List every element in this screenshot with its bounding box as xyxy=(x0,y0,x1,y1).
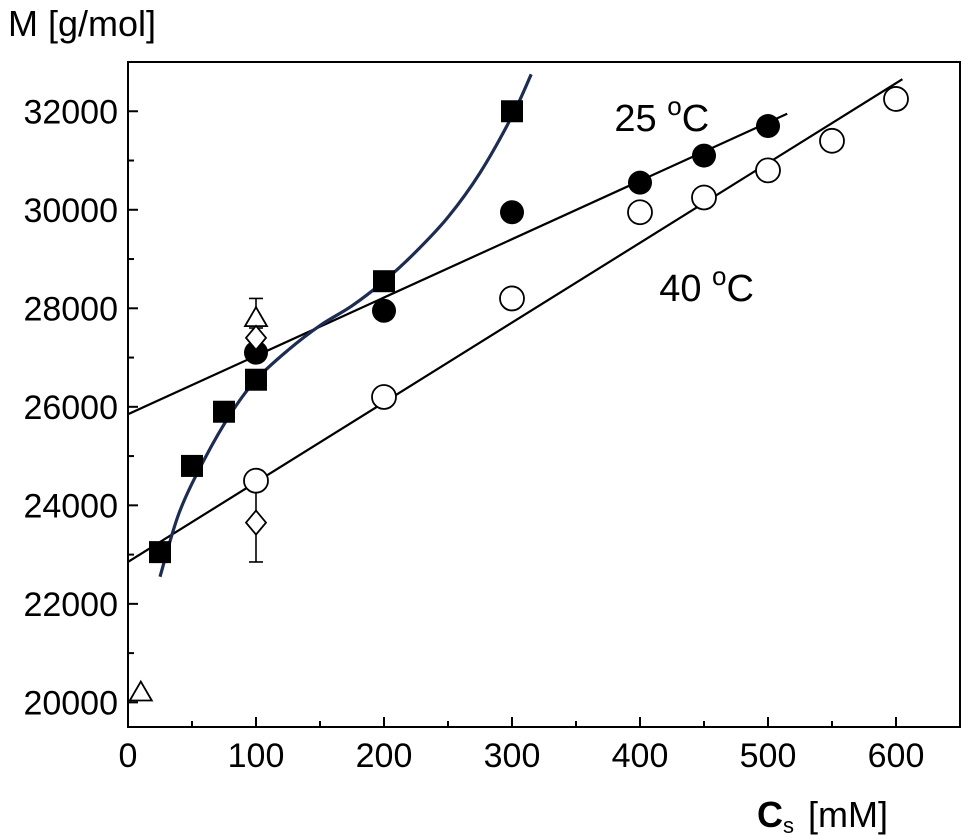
x-tick-label-600: 600 xyxy=(868,737,925,775)
point-circle-filled-1 xyxy=(244,340,268,365)
annotation-2-end: C xyxy=(726,268,753,310)
point-circle-open-4 xyxy=(627,199,653,226)
point-square-filled-2 xyxy=(181,454,203,477)
x-axis-title-unit: [mM] xyxy=(808,794,888,835)
y-tick-label-22000: 22000 xyxy=(23,586,118,624)
point-circle-filled-5 xyxy=(692,143,716,168)
data-points-layer xyxy=(128,86,909,702)
y-tick-label-32000: 32000 xyxy=(23,93,118,131)
point-triangle-open-2 xyxy=(243,305,269,328)
x-tick-label-400: 400 xyxy=(612,737,669,775)
point-circle-open-1 xyxy=(243,467,269,494)
x-tick-label-200: 200 xyxy=(356,737,413,775)
ticks-layer xyxy=(127,61,961,727)
point-circle-filled-3 xyxy=(500,200,524,225)
point-circle-filled-6 xyxy=(756,114,780,139)
x-axis-title-main: C xyxy=(757,794,783,835)
annotation-1: 25 oC xyxy=(614,91,709,140)
point-circle-open-7 xyxy=(819,127,845,154)
y-tick-label-30000: 30000 xyxy=(23,192,118,230)
x-axis-title: Cs [mM] xyxy=(757,794,888,838)
annotation-1-sup: o xyxy=(667,91,681,121)
point-circle-filled-4 xyxy=(628,170,652,195)
x-tick-label-0: 0 xyxy=(119,737,138,775)
annotation-1-main: 25 xyxy=(614,98,667,140)
fit-curve-1 xyxy=(158,73,533,578)
annotation-2-sup: o xyxy=(712,261,726,291)
annotation-1-end: C xyxy=(682,98,709,140)
y-tick-label-24000: 24000 xyxy=(23,487,118,525)
point-square-filled-1 xyxy=(149,541,171,564)
annotation-2-main: 40 xyxy=(659,268,712,310)
fit-line-1 xyxy=(128,112,788,416)
point-square-filled-5 xyxy=(373,270,395,293)
y-tick-label-28000: 28000 xyxy=(23,290,118,328)
fit-lines-layer xyxy=(128,73,903,578)
point-triangle-open-1 xyxy=(128,679,154,702)
y-tick-label-26000: 26000 xyxy=(23,389,118,427)
x-tick-label-300: 300 xyxy=(484,737,541,775)
point-circle-open-8 xyxy=(883,86,909,112)
point-diamond-open-2 xyxy=(244,509,268,536)
point-square-filled-3 xyxy=(213,400,235,423)
point-circle-open-3 xyxy=(499,285,525,312)
point-square-filled-4 xyxy=(245,368,267,391)
x-tick-label-100: 100 xyxy=(228,737,285,775)
y-axis-title: M [g/mol] xyxy=(8,3,156,44)
plot-frame-layer xyxy=(127,61,961,728)
point-circle-open-5 xyxy=(691,184,717,211)
point-diamond-open-1 xyxy=(244,324,268,352)
x-axis-title-sub: s xyxy=(783,813,794,838)
plot-frame xyxy=(127,61,961,728)
x-tick-label-500: 500 xyxy=(740,737,797,775)
point-circle-open-2 xyxy=(371,384,397,410)
y-tick-label-20000: 20000 xyxy=(23,684,118,722)
fit-line-2 xyxy=(128,78,903,563)
labels-layer: 0 100 200 300 400 500 600 20000 22000 24000 26000 2… xyxy=(8,3,924,838)
annotation-2: 40 oC xyxy=(659,261,754,310)
point-circle-filled-2 xyxy=(372,298,396,323)
point-circle-open-6 xyxy=(755,157,781,184)
point-square-filled-6 xyxy=(501,100,523,123)
